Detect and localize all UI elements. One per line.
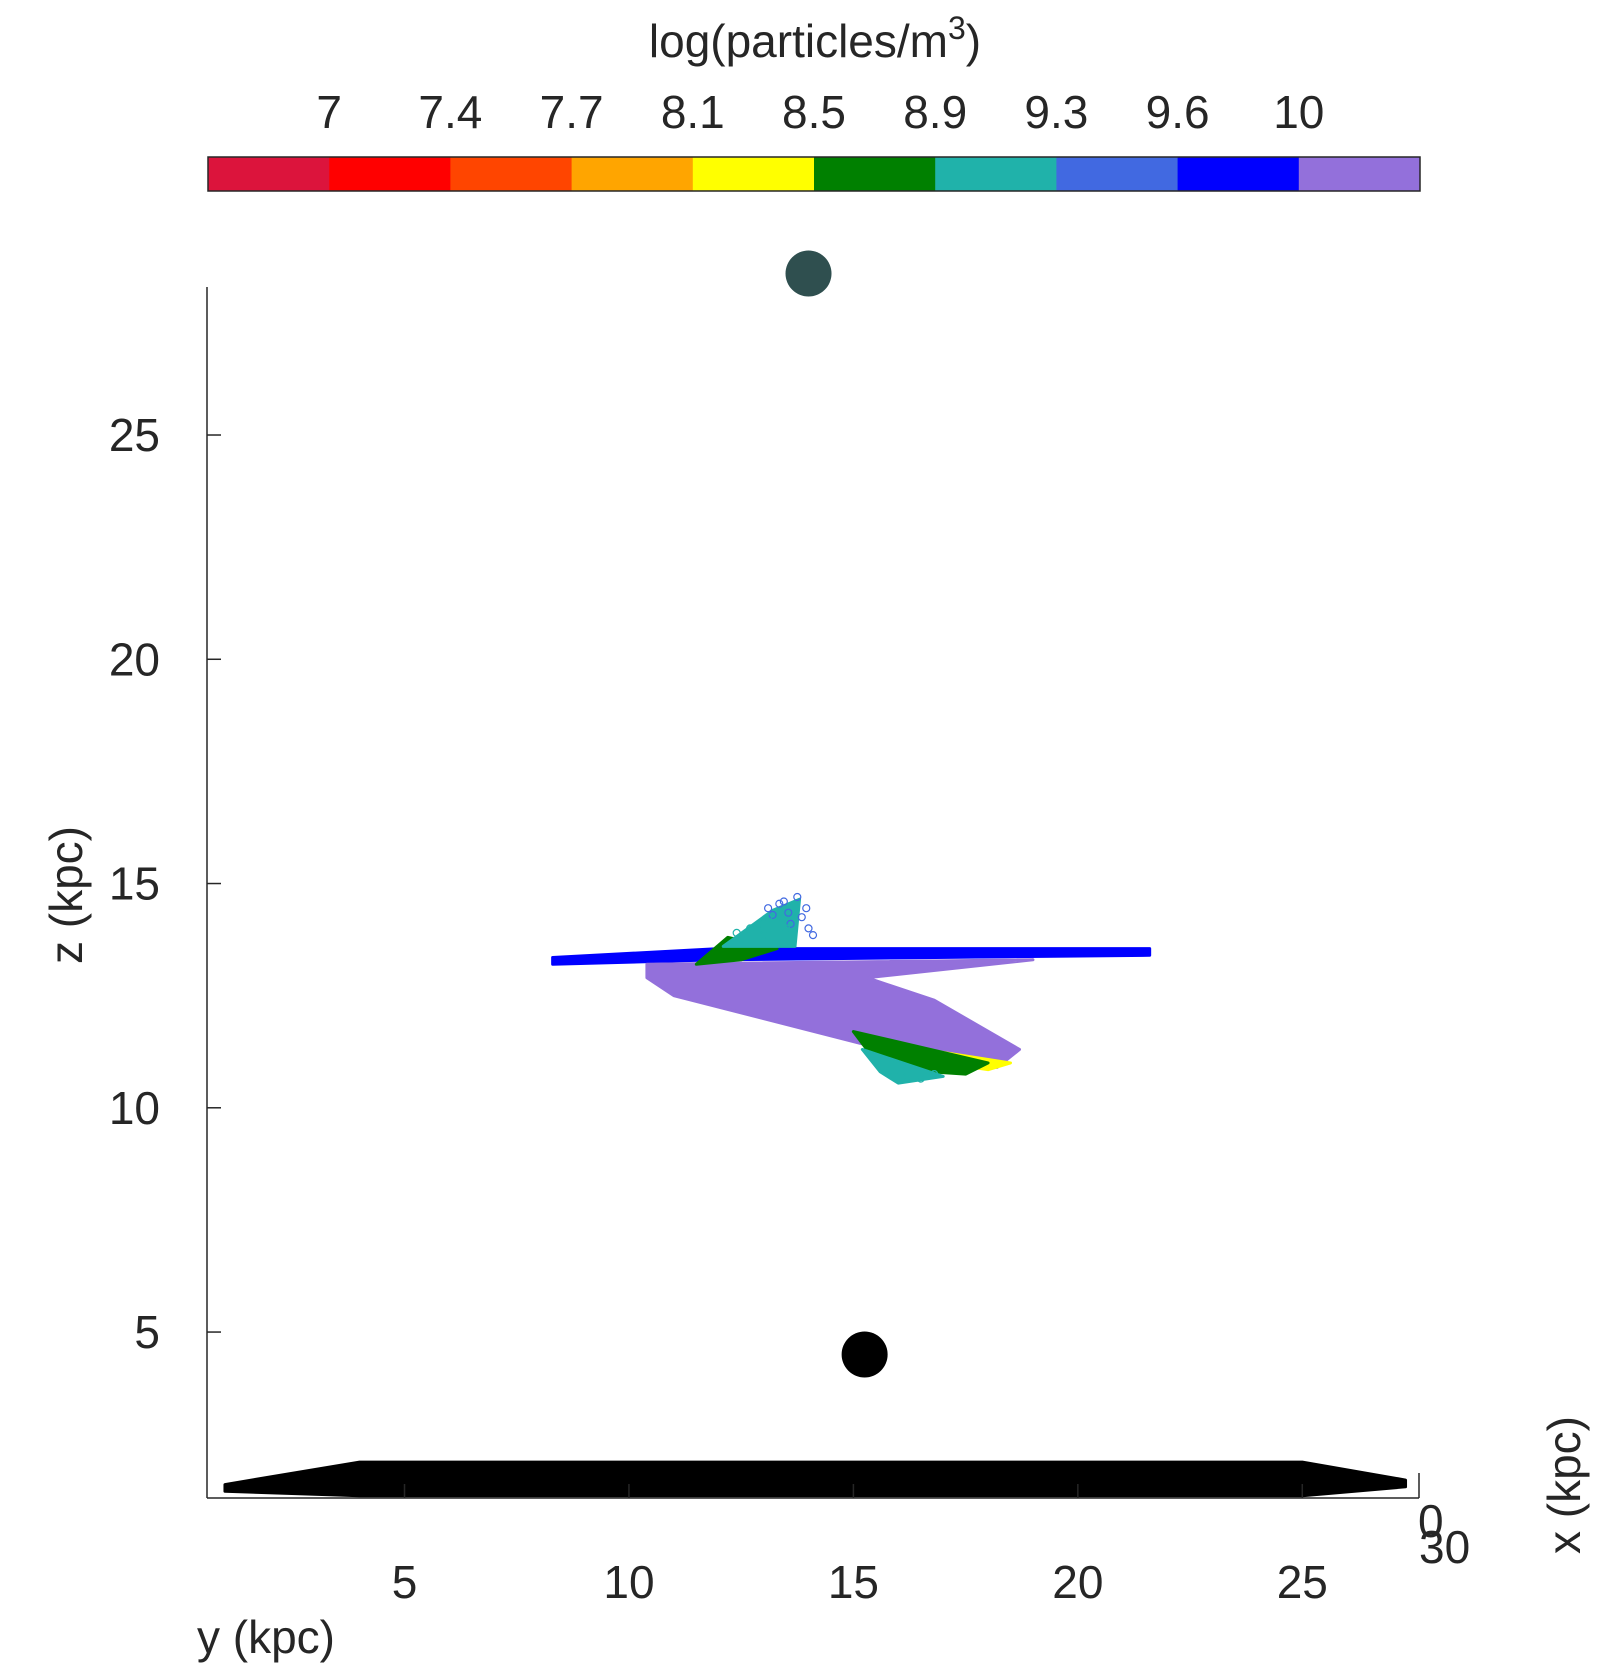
- colorbar-tick-label: 7: [316, 86, 342, 138]
- y-tick-label: 10: [109, 1082, 160, 1134]
- teal-scatter-point: [889, 1067, 898, 1077]
- sphere-upper: [785, 250, 832, 297]
- blue-scatter-point: [764, 904, 773, 913]
- blue-scatter-point: [775, 899, 784, 908]
- blue-scatter-point: [804, 924, 813, 933]
- teal-scatter-point: [772, 917, 782, 926]
- blue-scatter-point: [793, 892, 802, 902]
- y-ticks: 5 10 15 20 25: [109, 409, 221, 1358]
- colorbar-title: log(particles/m3): [649, 10, 981, 67]
- y-axis-title: z (kpc): [40, 826, 92, 964]
- x-tick-label: 20: [1052, 1556, 1103, 1608]
- x-ticks: 5 10 15 20 25: [392, 1484, 1328, 1608]
- x-tick-label: 10: [603, 1556, 654, 1608]
- colorbar-bin: [571, 157, 694, 191]
- colorbar-tick-label: 8.9: [903, 86, 967, 138]
- colorbar-tick-labels: 7 7.4 7.7 8.1 8.5 8.9 9.3 9.6 10: [316, 86, 1324, 138]
- teal-scatter-point: [741, 935, 750, 944]
- teal-scatter-point: [759, 931, 768, 940]
- blue-scatter-point: [784, 908, 793, 917]
- teal-scatter-point: [755, 919, 764, 928]
- colorbar-tick-label: 7.4: [418, 86, 482, 138]
- colorbar-tick-label: 9.6: [1146, 86, 1210, 138]
- colorbar-tick-label: 7.7: [540, 86, 604, 138]
- colorbar-frame: [207, 156, 1421, 192]
- teal-scatter-point: [781, 924, 791, 933]
- galaxy-disk: [223, 1460, 1408, 1498]
- y-tick-label: 5: [134, 1306, 160, 1358]
- colorbar-tick-label: 10: [1273, 86, 1324, 138]
- teal-scatter-point: [746, 924, 755, 933]
- y-tick-label: 20: [109, 633, 160, 685]
- blue-scatter-point: [802, 904, 811, 913]
- colorbar-title-text: log(particles/m: [649, 15, 948, 67]
- x-tick-label: 15: [828, 1556, 879, 1608]
- depth-tick-30: 30: [1419, 1521, 1470, 1573]
- sphere-lower: [841, 1331, 888, 1378]
- teal-scatter-point: [930, 1070, 939, 1079]
- colorbar-bin: [692, 157, 815, 191]
- colorbar-bin: [1298, 157, 1421, 191]
- blue-scatter-point: [768, 910, 777, 920]
- colorbar-bin: [1177, 157, 1300, 191]
- blue-scatter-point: [786, 919, 795, 928]
- blue-scatter-point: [808, 931, 818, 940]
- colorbar-tick-label: 8.5: [782, 86, 846, 138]
- x-axis-title: y (kpc): [197, 1611, 335, 1663]
- colorbar-title-superscript: 3: [948, 10, 966, 46]
- depth-tick-0: 0: [1418, 1495, 1444, 1547]
- plot-area: [223, 250, 1408, 1498]
- x-tick-label: 25: [1277, 1556, 1328, 1608]
- teal-scatter-point: [764, 913, 773, 922]
- y-tick-label: 25: [109, 409, 160, 461]
- teal-scatter-point: [732, 928, 741, 937]
- colorbar-title-close: ): [966, 15, 981, 67]
- purple-sheet: [645, 958, 1035, 1069]
- colorbar-bin: [935, 157, 1057, 191]
- depth-axis-title: x (kpc): [1538, 1416, 1590, 1554]
- x-tick-label: 5: [392, 1556, 418, 1608]
- blue-scatter-point: [797, 913, 806, 922]
- colorbar-bin: [450, 157, 573, 191]
- colorbar-bins: [208, 157, 1421, 191]
- colorbar-tick-label: 8.1: [661, 86, 725, 138]
- teal-scatter-point: [903, 1072, 912, 1081]
- colorbar-bin: [814, 157, 936, 191]
- colorbar: log(particles/m3) 7 7.4 7.7 8.1 8.5 8.9 9.3 9.6…: [207, 10, 1421, 192]
- colorbar-tick-label: 9.3: [1024, 86, 1088, 138]
- teal-lower: [860, 1047, 945, 1085]
- teal-upper: [721, 897, 802, 948]
- axes: 5 10 15 20 25 5 10 15 20 25 0 30 y (kpc) z (kpc)…: [40, 287, 1590, 1663]
- y-tick-label: 15: [109, 858, 160, 910]
- colorbar-bin: [1056, 157, 1179, 191]
- colorbar-bin: [329, 157, 451, 191]
- colorbar-bin: [208, 157, 330, 191]
- blue-scatter-point: [779, 897, 788, 906]
- teal-scatter-point: [916, 1074, 925, 1083]
